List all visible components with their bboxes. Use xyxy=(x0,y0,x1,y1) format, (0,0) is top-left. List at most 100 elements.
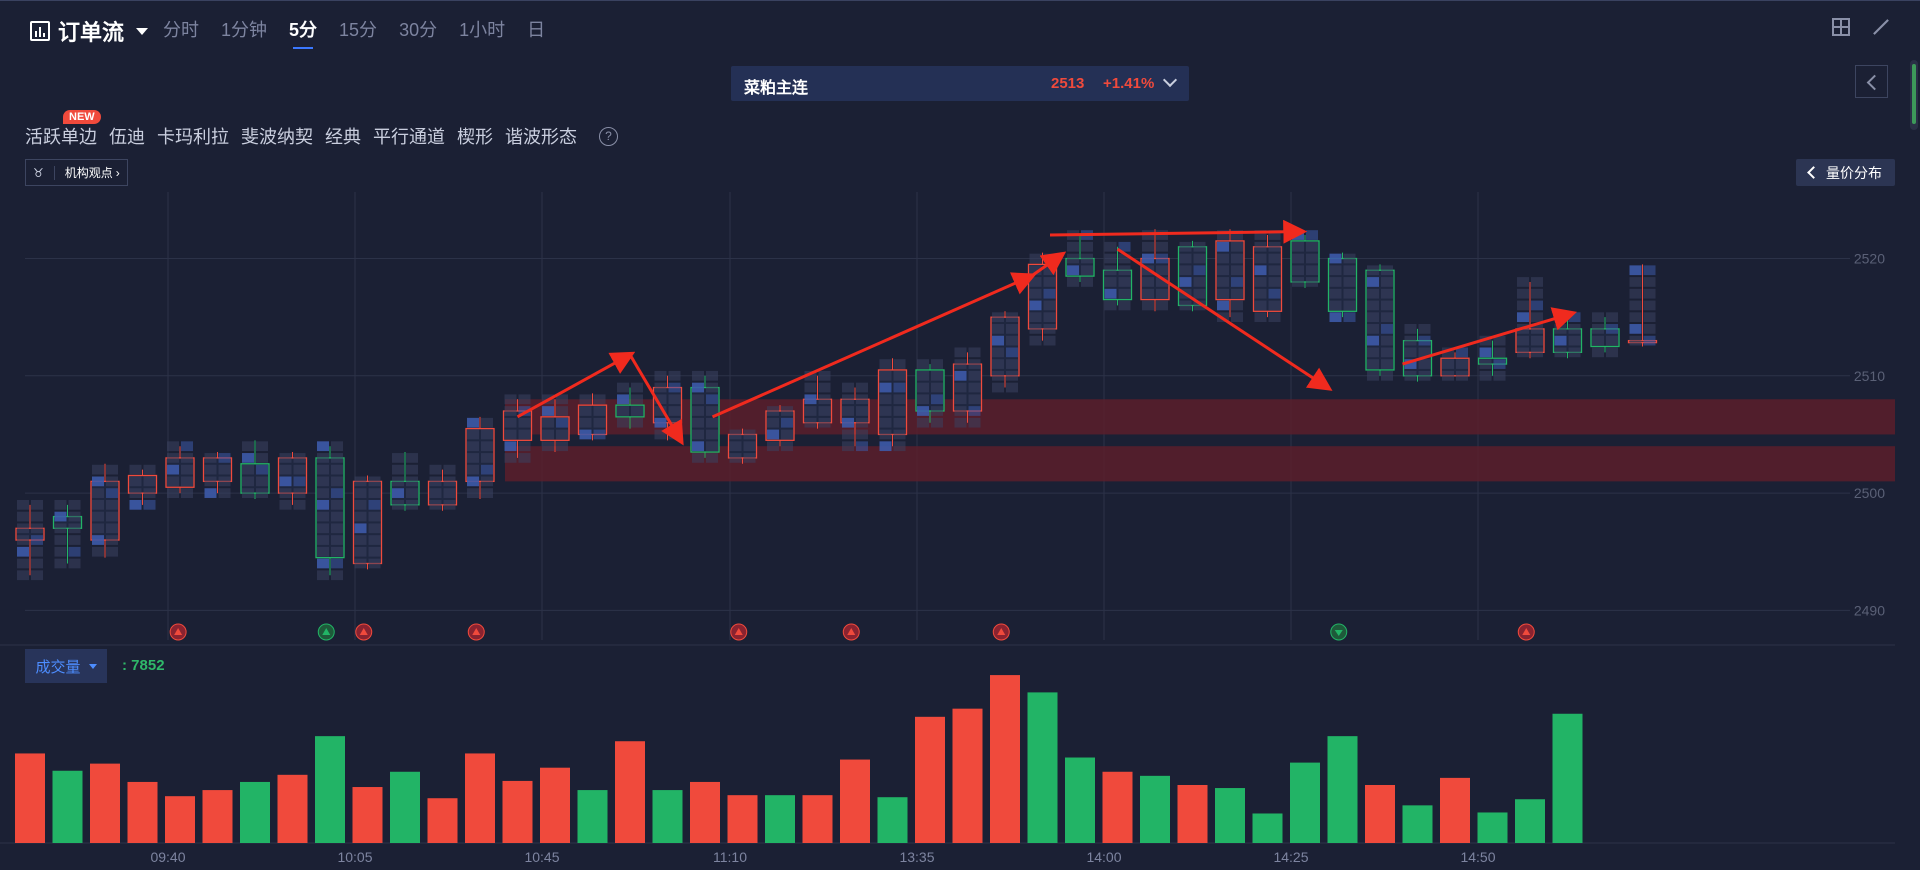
footprint-cell xyxy=(1193,253,1206,264)
trend-arrow xyxy=(1030,251,1067,278)
footprint-cell xyxy=(954,359,967,369)
footprint-cell xyxy=(668,370,681,381)
footprint-cell xyxy=(954,394,967,405)
footprint-cell xyxy=(1156,277,1168,287)
pattern-classic[interactable]: 经典 xyxy=(325,127,361,147)
footprint-cell xyxy=(331,453,343,463)
tab-day[interactable]: 日 xyxy=(527,20,546,40)
footprint-cell xyxy=(1329,253,1342,264)
tab-30min[interactable]: 30分 xyxy=(399,20,438,40)
footprint-cell xyxy=(1442,347,1454,358)
footprint-cell xyxy=(1404,347,1417,358)
footprint-cell xyxy=(317,476,329,487)
footprint-cell xyxy=(368,499,381,510)
volume-bar xyxy=(315,736,345,843)
footprint-cell xyxy=(542,429,554,440)
footprint-cell xyxy=(467,488,479,498)
institution-view-button[interactable]: ♉ 机构观点 › xyxy=(25,159,128,186)
footprint-cell xyxy=(54,558,67,569)
footprint-cell xyxy=(1156,300,1168,311)
footprint-cell xyxy=(54,535,67,545)
footprint-cell xyxy=(467,441,479,452)
window-controls xyxy=(1832,18,1890,36)
footprint-cell xyxy=(1006,312,1018,323)
footprint-cell xyxy=(917,359,929,369)
collapse-button[interactable] xyxy=(1855,65,1888,98)
footprint-cell xyxy=(17,523,29,534)
footprint-cell xyxy=(392,464,404,475)
order-flow-title[interactable]: 订单流 xyxy=(30,15,149,47)
footprint-cell xyxy=(992,370,1004,381)
tab-timeshare[interactable]: 分时 xyxy=(163,20,199,40)
footprint-cell xyxy=(1193,300,1206,311)
volume-bar xyxy=(577,790,608,843)
trend-arrow xyxy=(628,353,684,446)
footprint-cell xyxy=(443,476,456,487)
footprint-cell xyxy=(1156,265,1168,276)
footprint-cell xyxy=(992,382,1004,393)
footprint-cell xyxy=(743,429,756,440)
tab-5min[interactable]: 5分 xyxy=(289,16,317,49)
pattern-woodie[interactable]: 伍迪 xyxy=(109,127,145,147)
footprint-cell xyxy=(1179,241,1192,252)
footprint-cell xyxy=(542,406,554,416)
candle-body xyxy=(1515,328,1545,354)
volume-price-distribution-button[interactable]: 量价分布 xyxy=(1796,159,1895,186)
volume-bar xyxy=(877,797,908,843)
footprint-cell xyxy=(1217,277,1229,287)
footprint-cell xyxy=(218,464,231,475)
volume-bar xyxy=(1440,777,1470,843)
volume-bar xyxy=(1290,762,1320,843)
footprint-cell xyxy=(1043,277,1056,287)
footprint-cell xyxy=(467,417,479,428)
footprint-cell xyxy=(518,441,531,452)
footprint-cell xyxy=(518,453,531,463)
footprint-cell xyxy=(242,476,254,487)
footprint-cell xyxy=(992,347,1004,358)
footprint-cell xyxy=(1367,324,1379,334)
pattern-fibonacci[interactable]: 斐波纳契 xyxy=(241,127,313,147)
footprint-cell xyxy=(1404,359,1417,369)
footprint-cell xyxy=(143,499,156,510)
footprint-cell xyxy=(767,441,779,452)
footprint-cell xyxy=(1517,347,1529,358)
footprint-cell xyxy=(743,453,756,463)
volume-indicator-select[interactable]: 成交量 xyxy=(25,649,107,683)
help-icon[interactable]: ? xyxy=(599,126,618,146)
volume-bar xyxy=(1027,692,1058,843)
pattern-harmonic[interactable]: 谐波形态 xyxy=(505,127,577,147)
chevron-down-icon xyxy=(88,663,97,669)
candle-body xyxy=(427,480,458,506)
new-badge: NEW xyxy=(63,110,101,124)
footprint-cell xyxy=(1643,288,1656,299)
tab-1min[interactable]: 1分钟 xyxy=(221,20,268,40)
layout-grid-icon[interactable] xyxy=(1832,18,1850,36)
footprint-cell xyxy=(354,488,367,498)
footprint-cell xyxy=(1217,288,1229,299)
footprint-cell xyxy=(129,488,142,498)
footprint-cell xyxy=(1043,300,1056,311)
pattern-wedge[interactable]: 楔形 xyxy=(457,127,493,147)
footprint-cell xyxy=(317,488,329,498)
footprint-cell xyxy=(1643,335,1656,346)
footprint-cell xyxy=(106,511,118,522)
footprint-cell xyxy=(106,464,118,475)
scrollbar[interactable] xyxy=(1910,60,1918,130)
pattern-camarilla[interactable]: 卡玛利拉 xyxy=(157,127,229,147)
time-tick-label: 14:50 xyxy=(1460,849,1495,865)
footprint-cell xyxy=(593,429,606,440)
footprint-cell xyxy=(1381,347,1393,358)
instrument-selector[interactable]: 菜粕主连 2513 +1.41% xyxy=(731,66,1189,101)
footprint-cell xyxy=(1629,324,1642,334)
footprint-cell xyxy=(1067,265,1079,276)
candle-body xyxy=(615,404,645,418)
tab-15min[interactable]: 15分 xyxy=(339,20,378,40)
footprint-cell xyxy=(1531,312,1543,323)
footprint-cell xyxy=(1343,288,1356,299)
tab-1hour[interactable]: 1小时 xyxy=(459,20,506,40)
pattern-parallel-channel[interactable]: 平行通道 xyxy=(373,127,445,147)
footprint-cell xyxy=(1629,288,1642,299)
footprint-cell xyxy=(1404,324,1417,334)
pattern-active-single[interactable]: 活跃单边 NEW xyxy=(25,110,101,149)
